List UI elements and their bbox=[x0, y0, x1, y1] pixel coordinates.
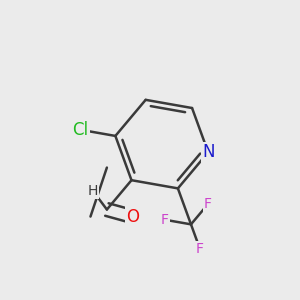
Text: N: N bbox=[202, 143, 214, 161]
Text: H: H bbox=[88, 184, 98, 198]
Text: F: F bbox=[204, 197, 212, 211]
Text: F: F bbox=[196, 242, 204, 256]
Text: F: F bbox=[161, 213, 169, 227]
Text: O: O bbox=[126, 208, 139, 226]
Text: Cl: Cl bbox=[73, 121, 88, 139]
